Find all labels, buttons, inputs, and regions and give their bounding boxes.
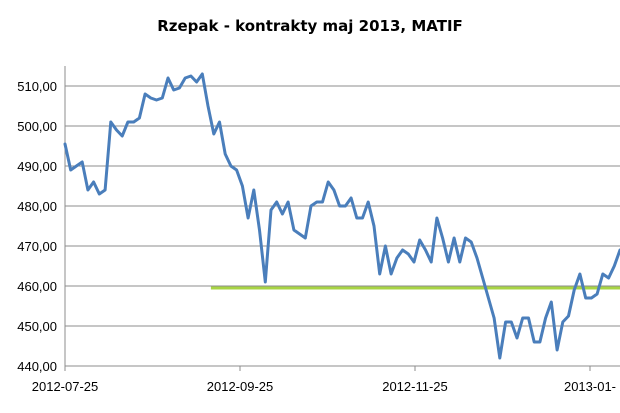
y-tick-label: 460,00 [17,279,57,294]
y-tick-label: 440,00 [17,359,57,374]
x-tick-label: 2013-01- [564,379,616,394]
chart-title: Rzepak - kontrakty maj 2013, MATIF [157,17,463,35]
y-tick-label: 490,00 [17,159,57,174]
y-tick-label: 470,00 [17,239,57,254]
y-tick-label: 480,00 [17,199,57,214]
x-axis-ticks: 2012-07-25 2012-09-25 2012-11-25 2013-01- [32,366,616,394]
y-axis-ticks: 440,00 450,00 460,00 470,00 480,00 490,00 500,… [17,79,57,374]
x-tick-label: 2012-07-25 [32,379,99,394]
gridlines [64,66,620,367]
x-tick-label: 2012-09-25 [207,379,274,394]
series-layer [63,72,620,360]
x-tick-label: 2012-11-25 [382,379,448,394]
price-series-line [63,72,620,360]
y-tick-label: 450,00 [17,319,57,334]
y-tick-label: 500,00 [17,119,57,134]
y-tick-label: 510,00 [17,79,57,94]
